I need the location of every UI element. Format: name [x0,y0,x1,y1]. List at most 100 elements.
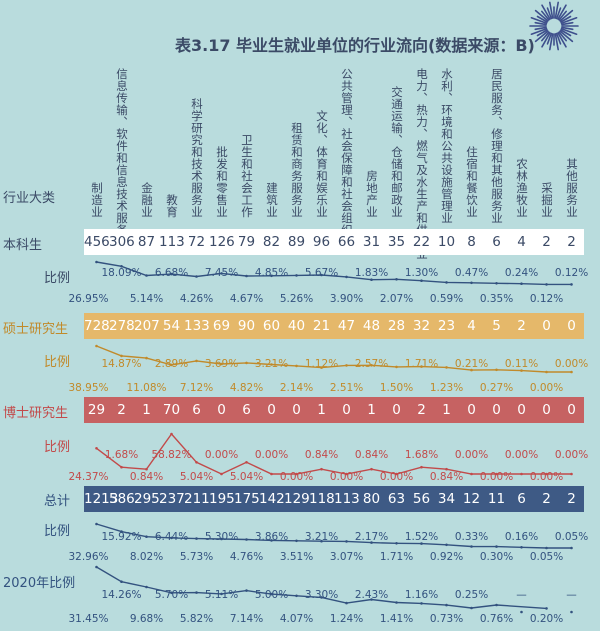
total-ratio-label: 4.76% [230,551,263,563]
total-ratio-label: 6.44% [155,531,188,543]
sunburst-ray [534,26,547,31]
phd-ratio-label: 0.84% [130,471,163,483]
industry-label: 住宿和餐饮业 [465,146,479,218]
count-cell: 2 [417,402,426,418]
total-ratio-label: 8.02% [130,551,163,563]
bachelor-ratio-point [270,274,273,278]
bachelor-band: 456 306 87 113 72 126 79 82 89 96 66 31 35 22 10 8 6 4 2 2 [84,229,584,255]
total-ratio-point [295,539,298,543]
ratio-2020-label: 5.11% [205,589,238,601]
ratio-2020-point [370,598,373,601]
industry-column: 文化、体育和娱乐业 [309,68,334,220]
total-ratio-label: 0.05% [555,531,588,543]
count-cell: 40 [287,318,306,334]
ratio-2020-point [545,607,548,610]
ratio-2020-label: 1.16% [405,589,438,601]
sunburst-ray [558,31,568,42]
count-cell: 34 [437,491,456,507]
phd-ratio-label: 1.68% [405,449,438,461]
row-label-phd-ratio: 比例 [44,440,71,455]
count-cell: 89 [287,234,306,250]
sunburst-ray [530,27,548,36]
count-cell: 129 [284,491,310,507]
master-ratio-point [245,361,248,365]
count-cell: 11 [487,491,506,507]
phd-ratio-point [445,467,448,471]
ratio-2020-point [270,592,273,596]
total-ratio-point [520,546,523,549]
phd-ratio-label: 0.00% [530,471,563,483]
master-ratio-point [270,363,273,366]
count-cell: 22 [412,234,431,250]
master-ratio-label: 2.89% [155,358,188,370]
ratio-2020-label: 0.25% [455,589,488,601]
phd-ratio-point [145,467,148,471]
ratio-2020-point [320,596,323,599]
phd-ratio-point [395,472,398,476]
industry-label: 房地产业 [365,170,379,218]
ratio-2020-point [470,606,473,610]
sunburst-ray [560,27,578,36]
count-cell: 6 [517,491,526,507]
ratio-2020-label: — [566,589,577,601]
industry-column: 农林渔牧业 [509,68,534,220]
count-cell: 0 [517,402,526,418]
bachelor-ratio-point [345,275,348,279]
count-cell: 0 [567,318,576,334]
master-ratio-point [120,354,123,358]
bachelor-ratio-label: 0.47% [455,267,488,279]
sunburst-ray [559,9,574,22]
master-ratio-label: 3.21% [255,358,288,370]
phd-ratio-point [320,467,323,471]
sunburst-ray [558,10,568,21]
count-cell: 175 [234,491,260,507]
total-ratio-point [120,530,123,533]
phd-ratio-label: 0.00% [205,449,238,461]
master-ratio-point [570,370,573,374]
master-ratio-label: 1.12% [305,358,338,370]
row-label-phd: 博士研究生 [3,406,69,421]
master-ratio-label: 0.00% [555,358,588,370]
bachelor-ratio-label: 1.30% [405,267,438,279]
row-label-master-ratio: 比例 [44,355,71,370]
sunburst-ray [554,33,560,51]
phd-ratio-point [495,472,498,476]
master-ratio-label: 1.23% [430,382,463,394]
ratio-2020-point [295,594,298,598]
master-ratio-point [195,359,198,363]
bachelor-ratio-label: 3.90% [330,293,363,305]
count-cell: 456 [84,234,110,250]
total-ratio-point [270,539,273,542]
total-ratio-label: 2.17% [355,531,388,543]
count-cell: 12 [462,491,481,507]
industry-label: 租赁和商务服务业 [290,122,304,218]
industry-label: 居民服务、修理和其他服务业 [490,68,504,224]
master-ratio-point [445,366,448,369]
ratio-2020-label: — [516,589,527,601]
count-cell: 728 [84,318,110,334]
bachelor-ratio-point [570,283,573,286]
ratio-2020-label: 7.14% [230,613,263,625]
ratio-2020-label: 5.70% [155,589,188,601]
sunburst-ray [541,4,551,20]
sunburst-ray [534,30,549,43]
count-cell: 2 [117,402,126,418]
master-ratio-point [470,368,473,372]
ratio-2020-label: 0.20% [530,613,563,625]
row-label-bachelor-ratio: 比例 [44,271,71,286]
total-ratio-line [96,523,572,549]
bachelor-ratio-point [420,279,423,283]
count-cell: 295 [134,491,160,507]
ratio-2020-label: 5.00% [255,589,288,601]
master-ratio-point [395,365,398,369]
count-cell: 6 [242,402,251,418]
row-label-industry: 行业大类 [3,191,56,206]
total-ratio-label: 1.52% [405,531,438,543]
phd-ratio-label: 24.37% [68,471,108,483]
phd-ratio-label: 0.00% [455,449,488,461]
row-label-total: 总计 [44,494,71,509]
master-ratio-point [320,366,323,369]
count-cell: 66 [337,234,356,250]
master-ratio-point [545,370,548,374]
ratio-2020-point [445,603,448,607]
